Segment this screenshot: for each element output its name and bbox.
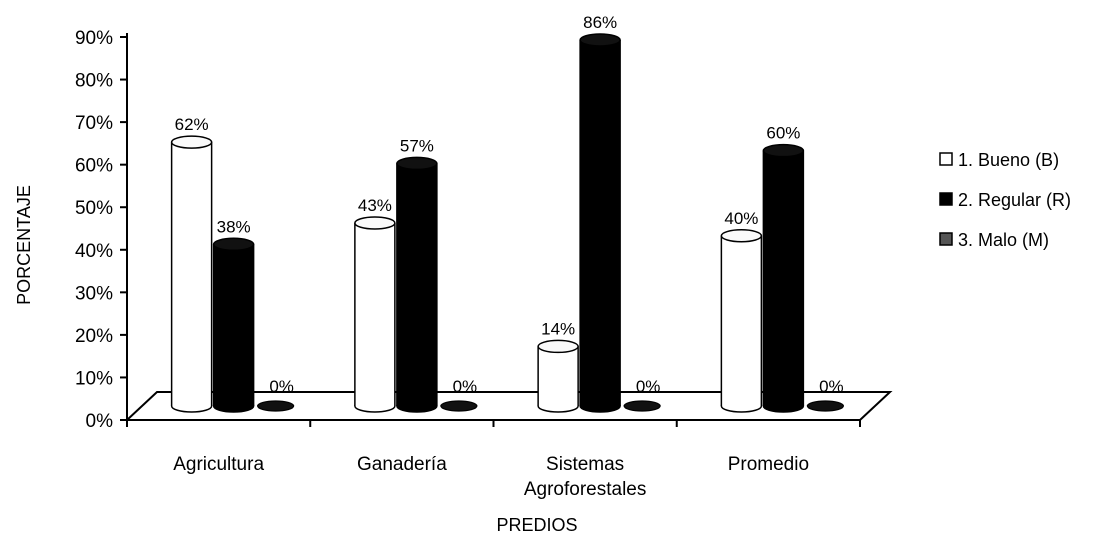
x-axis-title: PREDIOS [496, 515, 577, 535]
data-label: 0% [269, 377, 294, 396]
y-tick-label: 60% [75, 156, 113, 177]
legend-label: 2. Regular (R) [958, 190, 1071, 210]
y-tick-label: 90% [75, 28, 113, 49]
data-labels: 62% 38% 0% 43% 57% 0% 14% 86% 0% 40% 60% 0% [175, 13, 844, 396]
legend-item: 3. Malo (M) [939, 230, 1049, 250]
data-label: 57% [400, 136, 434, 155]
data-label: 38% [217, 217, 251, 236]
data-label: 86% [583, 13, 617, 32]
legend-item: 2. Regular (R) [939, 190, 1071, 210]
bar [396, 156, 438, 413]
bar [806, 400, 844, 412]
bar [720, 229, 763, 413]
data-label: 40% [724, 209, 758, 228]
legend-label: 1. Bueno (B) [958, 150, 1059, 170]
category-label: Ganadería [357, 454, 447, 475]
bars [170, 33, 844, 413]
data-label: 60% [766, 124, 800, 143]
category-label: Agricultura [173, 454, 264, 475]
legend-swatch [939, 232, 953, 246]
y-tick-label: 10% [75, 368, 113, 389]
y-axis-ticks: 0% 10% 20% 30% 40% 50% 60% 70% 80% 90% [75, 28, 127, 432]
data-label: 0% [453, 377, 478, 396]
x-axis-ticks [126, 420, 861, 427]
y-tick-label: 30% [75, 283, 113, 304]
bar [212, 237, 255, 413]
y-axis-title: PORCENTAJE [14, 185, 34, 305]
data-label: 0% [819, 377, 844, 396]
data-label: 0% [636, 377, 661, 396]
bar [257, 400, 295, 412]
bar [537, 339, 579, 413]
y-tick-label: 40% [75, 241, 113, 262]
y-tick-label: 50% [75, 198, 113, 219]
bar [354, 216, 396, 413]
category-label: Promedio [728, 454, 809, 475]
y-tick-label: 70% [75, 113, 113, 134]
y-tick-label: 20% [75, 326, 113, 347]
y-tick-label: 80% [75, 71, 113, 92]
data-label: 62% [175, 115, 209, 134]
bar [440, 400, 478, 412]
data-label: 43% [358, 196, 392, 215]
bar [762, 143, 805, 413]
category-label: Sistemas [546, 454, 624, 475]
bar [623, 400, 661, 412]
legend-item: 1. Bueno (B) [939, 150, 1059, 170]
data-label: 14% [541, 319, 575, 338]
bar [579, 33, 621, 413]
legend: 1. Bueno (B) 2. Regular (R) 3. Malo (M) [939, 150, 1071, 250]
legend-swatch [939, 152, 953, 166]
legend-swatch [939, 192, 953, 206]
category-label: Agroforestales [524, 479, 647, 500]
y-tick-label: 0% [86, 411, 114, 432]
bar [170, 135, 213, 413]
legend-label: 3. Malo (M) [958, 230, 1049, 250]
category-labels: Agricultura Ganadería Sistemas Agroforestal… [173, 454, 809, 500]
